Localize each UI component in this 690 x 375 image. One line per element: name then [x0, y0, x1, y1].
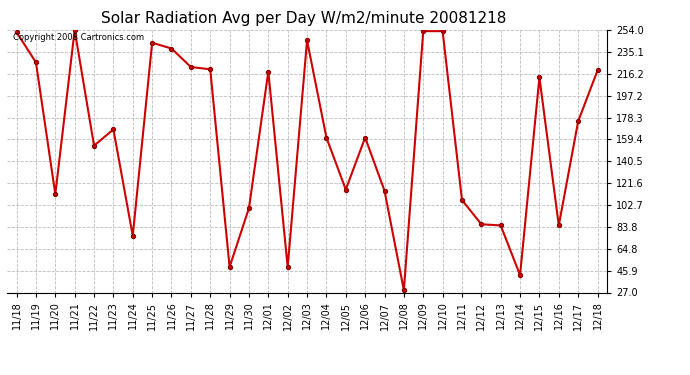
- Text: Solar Radiation Avg per Day W/m2/minute 20081218: Solar Radiation Avg per Day W/m2/minute …: [101, 11, 506, 26]
- Text: Copyright 2008 Cartronics.com: Copyright 2008 Cartronics.com: [13, 33, 144, 42]
